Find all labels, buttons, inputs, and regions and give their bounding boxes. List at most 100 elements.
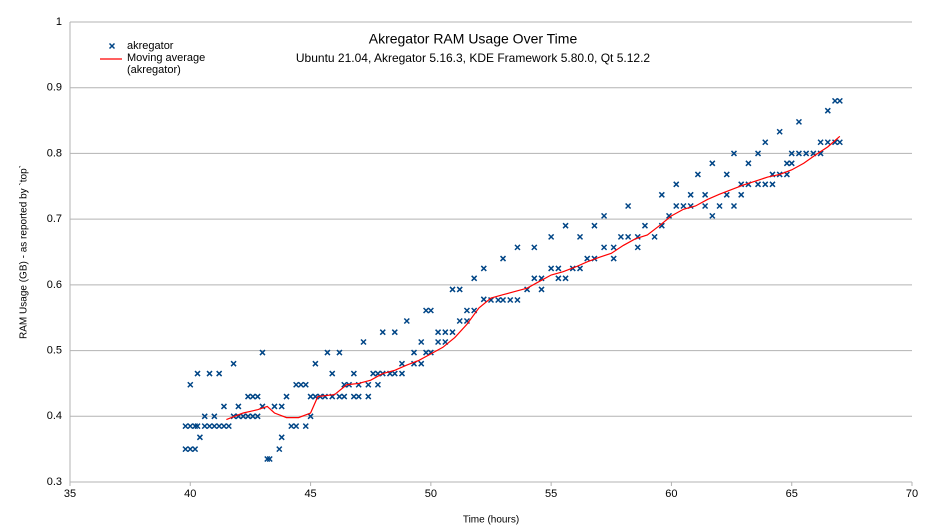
y-tick-label: 0.3: [47, 476, 62, 488]
x-tick-label: 70: [906, 488, 918, 500]
data-point: [240, 413, 247, 420]
data-point: [365, 393, 372, 400]
data-point: [194, 423, 201, 430]
data-point: [709, 160, 716, 167]
data-point: [634, 244, 641, 251]
data-point: [187, 423, 194, 430]
data-point: [803, 150, 810, 157]
data-point: [254, 413, 261, 420]
data-point: [244, 393, 252, 400]
data-point: [370, 370, 377, 377]
data-point: [817, 139, 824, 146]
data-point: [249, 393, 256, 400]
data-point: [403, 317, 410, 325]
data-point: [762, 181, 769, 188]
data-point: [769, 181, 776, 188]
data-point: [182, 423, 189, 430]
data-point: [584, 255, 591, 262]
data-point: [709, 212, 716, 219]
data-point: [538, 286, 545, 293]
data-point: [738, 191, 745, 198]
data-point: [324, 349, 331, 356]
data-point: [576, 265, 584, 272]
data-point: [297, 381, 304, 388]
legend-marker: [108, 42, 116, 50]
y-tick-label: 0.4: [47, 410, 62, 422]
data-point: [302, 381, 309, 388]
data-point: [211, 413, 218, 420]
data-point: [427, 307, 434, 314]
data-point: [449, 286, 456, 293]
data-point: [831, 97, 839, 104]
data-point: [225, 423, 232, 430]
data-point: [487, 296, 495, 304]
data-point: [788, 150, 795, 157]
data-point: [817, 150, 824, 157]
data-point: [499, 255, 507, 262]
data-point: [302, 423, 309, 430]
data-point: [471, 275, 478, 282]
data-point: [182, 446, 189, 453]
data-point: [418, 338, 425, 346]
data-point: [601, 212, 608, 219]
data-point: [641, 222, 648, 229]
data-point: [702, 202, 709, 210]
data-point: [456, 317, 463, 325]
legend-label: akregator: [127, 40, 174, 52]
data-point: [456, 286, 463, 293]
data-point: [288, 423, 295, 430]
data-point: [341, 381, 348, 388]
data-point: [336, 393, 343, 400]
chart-title: Akregator RAM Usage Over Time: [369, 31, 578, 47]
data-point: [266, 455, 273, 463]
data-point: [562, 275, 569, 282]
data-point: [194, 370, 201, 377]
data-point: [610, 255, 617, 262]
data-point: [591, 222, 598, 229]
data-point: [374, 381, 381, 388]
data-point: [230, 360, 237, 367]
data-point: [307, 393, 314, 400]
data-point: [187, 381, 194, 388]
data-point: [220, 403, 227, 410]
data-point: [379, 329, 386, 336]
data-point: [312, 360, 319, 367]
data-point: [336, 349, 343, 356]
y-tick-label: 0.8: [47, 147, 62, 159]
data-point: [196, 434, 203, 441]
data-point: [673, 181, 680, 188]
data-point: [360, 338, 367, 346]
data-point: [617, 233, 624, 240]
data-point: [601, 244, 608, 251]
data-point: [658, 191, 665, 198]
y-tick-label: 0.6: [47, 279, 62, 291]
data-point: [755, 150, 762, 157]
data-point: [824, 139, 831, 146]
data-point: [244, 413, 252, 420]
data-point: [776, 128, 783, 135]
data-point: [398, 370, 406, 377]
data-point: [576, 233, 584, 240]
data-point: [293, 423, 300, 430]
data-point: [783, 160, 790, 167]
x-axis-label: Time (hours): [463, 515, 519, 526]
data-point: [831, 139, 839, 146]
data-point: [321, 393, 329, 400]
chart-subtitle: Ubuntu 21.04, Akregator 5.16.3, KDE Fram…: [296, 51, 651, 65]
data-point: [702, 191, 709, 198]
data-point: [658, 222, 665, 229]
data-point: [206, 370, 213, 377]
data-point: [531, 244, 538, 251]
data-point: [730, 202, 738, 210]
y-tick-label: 0.5: [47, 344, 62, 356]
data-point: [276, 446, 283, 453]
data-point: [480, 265, 487, 272]
data-point: [788, 160, 795, 167]
moving-average-line: [226, 135, 841, 421]
data-point: [235, 403, 242, 410]
data-point: [435, 338, 442, 346]
data-point: [293, 381, 300, 388]
data-point: [423, 349, 430, 356]
data-point: [651, 233, 658, 240]
